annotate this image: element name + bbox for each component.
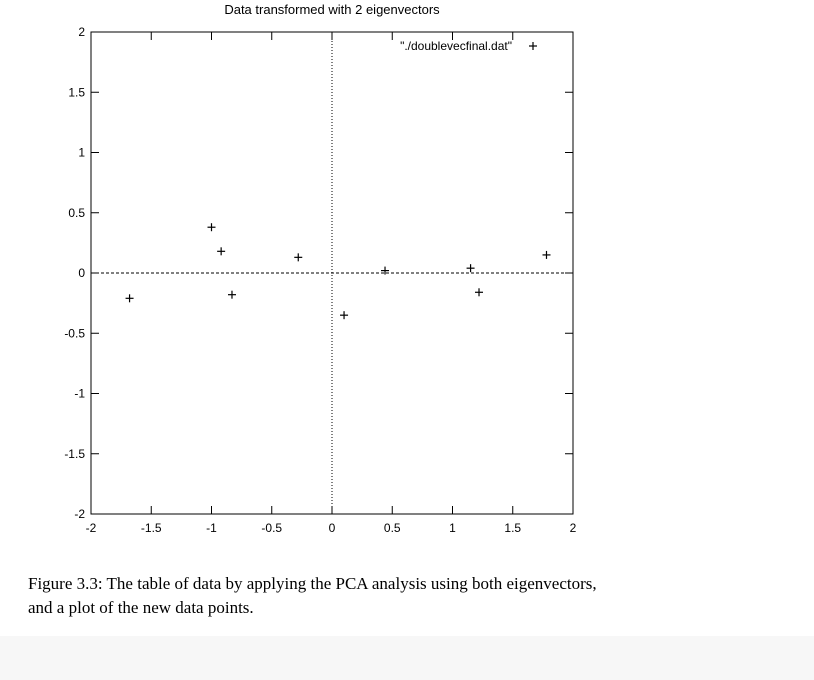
y-tick-label: 0 xyxy=(78,266,85,280)
data-points xyxy=(125,223,551,320)
y-axis-tick-labels: 2 1.5 1 0.5 0 -0.5 -1 -1.5 -2 xyxy=(64,25,85,521)
figure-caption: Figure 3.3: The table of data by applyin… xyxy=(28,572,808,620)
data-point xyxy=(542,250,551,259)
legend: "./doublevecfinal.dat" xyxy=(400,39,537,53)
data-point xyxy=(227,290,236,299)
y-tick-label: 1 xyxy=(78,146,85,160)
data-point xyxy=(294,253,303,262)
data-point xyxy=(381,266,390,275)
y-tick-label: -1.5 xyxy=(64,447,85,461)
x-axis-tick-labels: -2 -1.5 -1 -0.5 0 0.5 1 1.5 2 xyxy=(86,521,577,535)
y-tick-label: -1 xyxy=(74,387,85,401)
data-point xyxy=(340,311,349,320)
y-tick-label: 2 xyxy=(78,25,85,39)
caption-line-1: Figure 3.3: The table of data by applyin… xyxy=(28,574,597,593)
y-tick-label: -0.5 xyxy=(64,326,85,340)
x-tick-label: -1 xyxy=(206,521,217,535)
y-axis-ticks xyxy=(91,31,573,515)
data-point xyxy=(125,294,134,303)
x-tick-label: -2 xyxy=(86,521,97,535)
y-tick-label: 0.5 xyxy=(68,206,85,220)
scatter-chart: Data transformed with 2 eigenvectors -2-… xyxy=(64,2,577,535)
legend-label: "./doublevecfinal.dat" xyxy=(400,39,512,53)
data-point xyxy=(217,247,226,256)
x-tick-label: 1.5 xyxy=(504,521,521,535)
chart-title: Data transformed with 2 eigenvectors xyxy=(224,2,440,17)
data-point xyxy=(207,223,216,232)
data-point xyxy=(475,288,484,297)
y-tick-label: 1.5 xyxy=(68,85,85,99)
x-tick-label: 0 xyxy=(329,521,336,535)
caption-line-2: and a plot of the new data points. xyxy=(28,598,254,617)
x-tick-label: -0.5 xyxy=(261,521,282,535)
x-tick-label: 0.5 xyxy=(384,521,401,535)
y-tick-label: -2 xyxy=(74,507,85,521)
x-tick-label: 1 xyxy=(449,521,456,535)
data-point xyxy=(466,264,475,273)
legend-plus-marker xyxy=(529,42,537,50)
legend-marker xyxy=(529,42,537,50)
x-axis-ticks xyxy=(90,32,574,514)
page-footer-band xyxy=(0,636,814,680)
x-tick-label: 2 xyxy=(570,521,577,535)
x-tick-label: -1.5 xyxy=(141,521,162,535)
